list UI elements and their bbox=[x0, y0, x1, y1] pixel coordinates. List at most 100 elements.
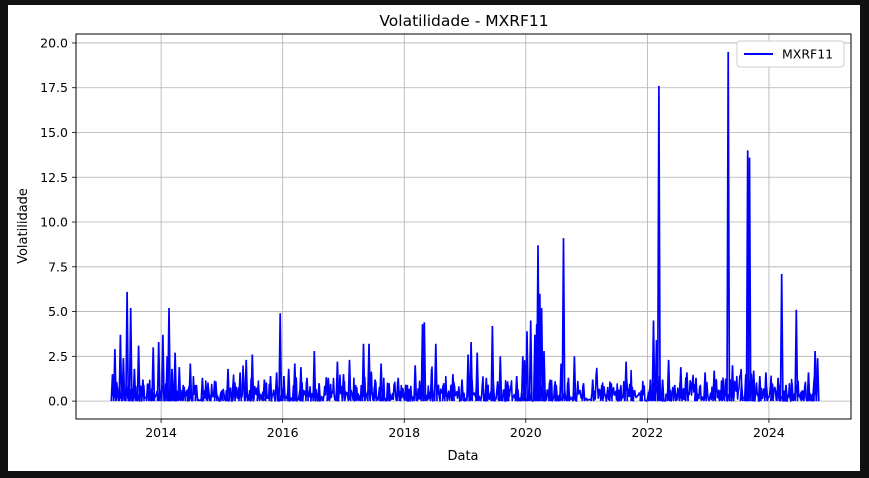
data-point-spike bbox=[347, 359, 352, 402]
data-point-spike bbox=[450, 374, 455, 402]
data-point-spike bbox=[678, 367, 683, 402]
data-point-spike bbox=[262, 379, 267, 402]
y-tick-label: 17.5 bbox=[40, 80, 68, 95]
data-point-spike bbox=[608, 383, 613, 402]
data-point-spike bbox=[779, 273, 784, 402]
data-point-spike bbox=[747, 157, 752, 402]
data-point-spike bbox=[730, 365, 735, 402]
series-layer bbox=[110, 51, 820, 402]
data-point-spike bbox=[490, 325, 495, 402]
data-point-spike bbox=[256, 384, 261, 402]
data-point-spike bbox=[145, 384, 150, 402]
data-point-spike bbox=[624, 361, 629, 402]
data-point-spike bbox=[590, 379, 595, 402]
y-tick-label: 10.0 bbox=[40, 215, 68, 230]
data-point-spike bbox=[182, 386, 187, 402]
data-point-spike bbox=[244, 359, 249, 402]
data-point-spike bbox=[769, 383, 775, 402]
data-point-spike bbox=[292, 363, 297, 402]
data-point-spike bbox=[794, 309, 799, 402]
y-tick-label: 2.5 bbox=[48, 349, 68, 364]
plot-frame bbox=[75, 33, 852, 420]
data-point-spike bbox=[672, 384, 677, 402]
data-point-spike bbox=[396, 377, 401, 402]
data-point-spike bbox=[156, 341, 161, 402]
y-axis-label: Volatilidade bbox=[16, 188, 31, 264]
y-tick-label: 12.5 bbox=[40, 170, 68, 185]
data-point-spike bbox=[128, 307, 133, 402]
data-point-spike bbox=[721, 379, 726, 402]
data-point-spike bbox=[776, 377, 781, 402]
data-point-spike bbox=[581, 383, 586, 402]
data-point-spike bbox=[250, 354, 255, 402]
data-point-spike bbox=[298, 367, 303, 402]
data-point-spike bbox=[151, 347, 156, 402]
data-point-spike bbox=[630, 386, 635, 402]
legend-box bbox=[736, 40, 845, 68]
chart-svg: Volatilidade - MXRF11 2014 2016 2018 2020 20… bbox=[16, 12, 852, 464]
data-point-spike bbox=[572, 356, 577, 402]
data-point-spike bbox=[206, 388, 211, 402]
data-point-spike bbox=[524, 331, 530, 402]
data-point-spike bbox=[783, 384, 789, 402]
chart-title: Volatilidade - MXRF11 bbox=[379, 12, 548, 30]
data-point-spike bbox=[326, 377, 331, 402]
data-point-spike bbox=[441, 383, 446, 402]
data-point-spike bbox=[751, 370, 756, 402]
data-point-spike bbox=[121, 358, 126, 402]
data-point-spike bbox=[366, 343, 372, 402]
data-point-spike bbox=[693, 377, 699, 402]
data-point-spike bbox=[238, 372, 243, 402]
data-point-spike bbox=[656, 85, 661, 402]
data-point-spike bbox=[800, 390, 805, 402]
data-point-spike bbox=[225, 368, 231, 402]
x-tick-label: 2024 bbox=[753, 425, 785, 440]
data-point-spike bbox=[166, 307, 172, 402]
data-point-spike bbox=[599, 384, 604, 402]
data-point-spike bbox=[763, 372, 768, 402]
data-point-spike bbox=[548, 379, 553, 402]
data-point-spike bbox=[286, 368, 291, 402]
data-point-spike bbox=[815, 358, 820, 402]
y-tick-label: 15.0 bbox=[40, 125, 68, 140]
data-point-spike bbox=[554, 384, 559, 402]
data-point-spike bbox=[666, 359, 671, 402]
data-point-spike bbox=[566, 377, 571, 402]
data-point-spike bbox=[317, 383, 322, 402]
data-point-spike bbox=[140, 379, 145, 402]
data-point-spike bbox=[219, 390, 224, 402]
data-point-spike bbox=[177, 367, 182, 402]
series-noise-line bbox=[111, 360, 818, 402]
data-point-spike bbox=[268, 375, 273, 402]
data-point-spike bbox=[429, 368, 434, 402]
data-point-spike bbox=[498, 356, 503, 402]
data-point-spike bbox=[539, 307, 544, 402]
data-point-spike bbox=[789, 383, 795, 402]
data-point-spike bbox=[561, 238, 566, 402]
data-point-spike bbox=[118, 334, 123, 402]
grid-layer bbox=[76, 34, 851, 419]
data-point-spike bbox=[188, 363, 193, 402]
y-tick-label: 5.0 bbox=[48, 304, 68, 319]
data-point-spike bbox=[528, 320, 533, 402]
data-point-spike bbox=[335, 361, 340, 402]
data-point-spike bbox=[194, 384, 199, 402]
legend: MXRF11 bbox=[736, 40, 845, 68]
data-point-spike bbox=[169, 368, 175, 402]
data-point-spike bbox=[361, 343, 366, 402]
data-point-spike bbox=[813, 350, 818, 402]
y-tick-label: 0.0 bbox=[48, 394, 68, 409]
data-point-spike bbox=[475, 352, 480, 402]
data-point-spike bbox=[115, 386, 120, 402]
legend-label-mxrf11: MXRF11 bbox=[782, 47, 833, 62]
data-point-spike bbox=[433, 343, 438, 402]
data-point-spike bbox=[684, 372, 689, 402]
data-point-spike bbox=[132, 368, 137, 402]
data-point-spike bbox=[726, 51, 731, 402]
data-point-spike bbox=[459, 379, 465, 402]
data-point-spike bbox=[231, 384, 237, 402]
data-point-spike bbox=[125, 291, 130, 402]
data-point-spike bbox=[341, 374, 346, 402]
data-point-spike bbox=[353, 384, 358, 402]
data-point-spike bbox=[739, 383, 744, 402]
